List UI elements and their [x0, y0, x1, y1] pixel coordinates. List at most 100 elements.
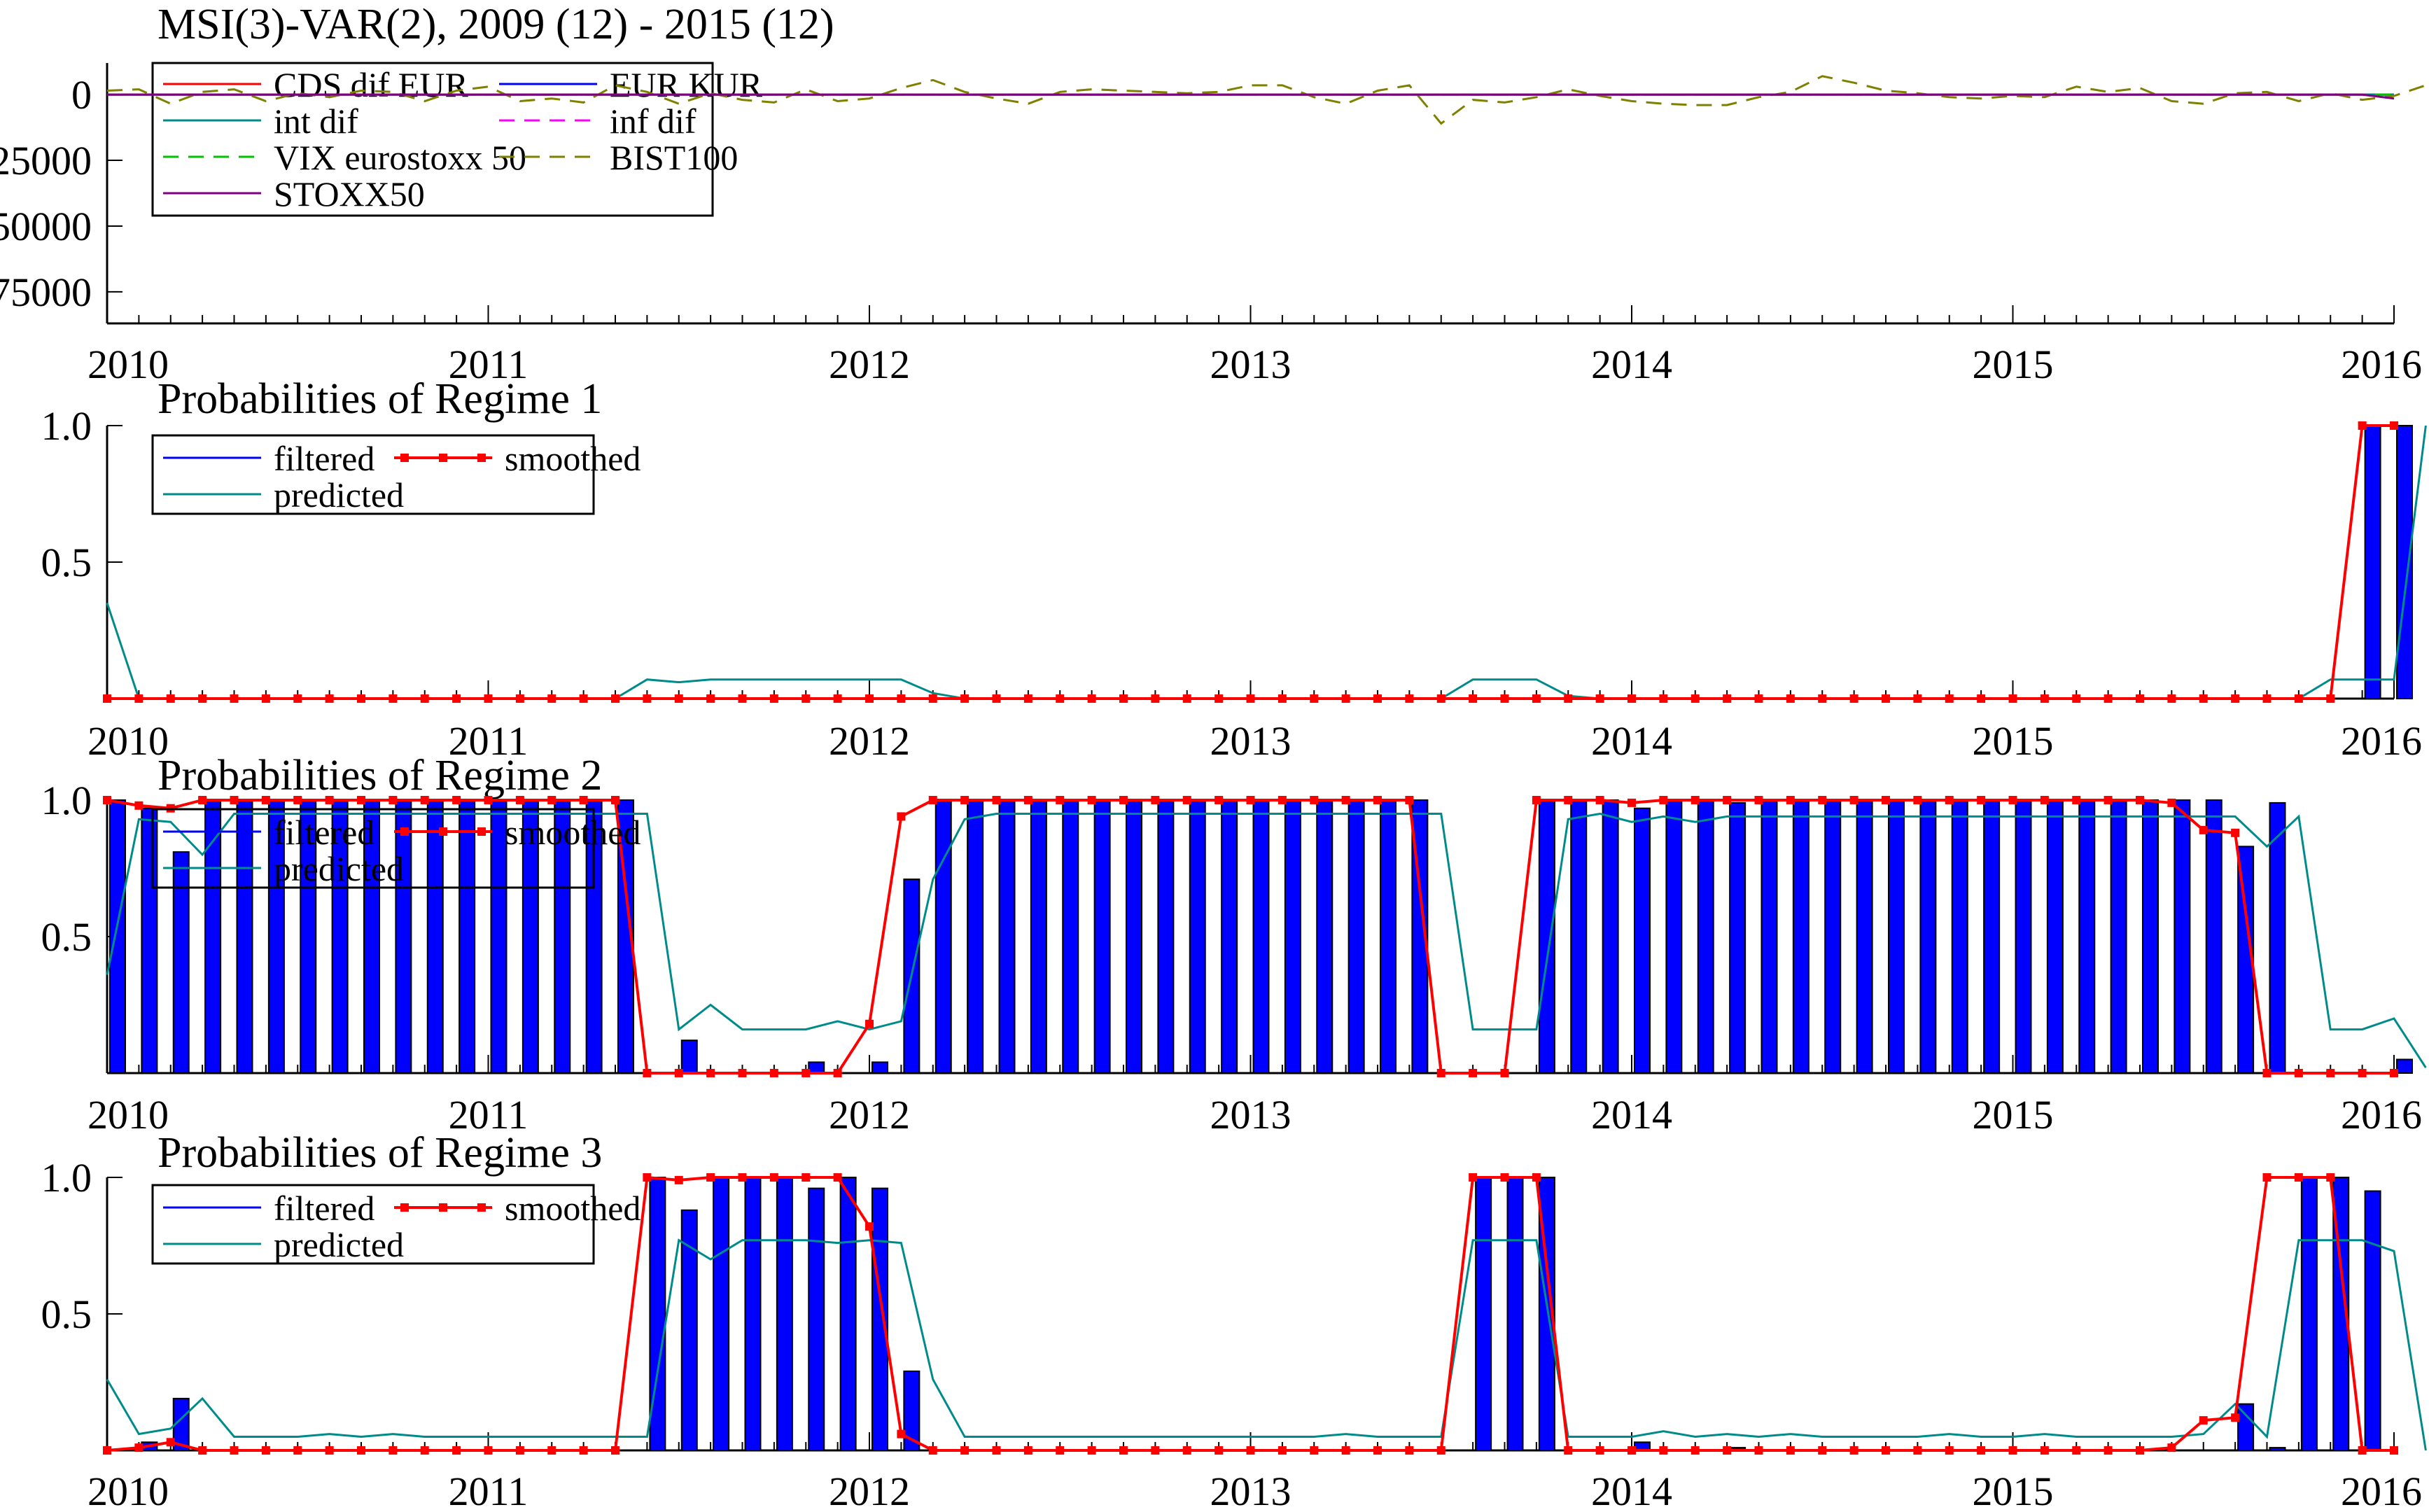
- filtered-bar: [713, 1177, 730, 1451]
- smoothed-marker: [706, 1069, 715, 1077]
- filtered-bar: [903, 1370, 920, 1452]
- filtered-bar: [1856, 799, 1873, 1074]
- smoothed-marker: [2104, 694, 2113, 703]
- filtered-bar: [2110, 799, 2127, 1074]
- smoothed-marker: [2199, 694, 2208, 703]
- smoothed-marker: [833, 1173, 842, 1182]
- smoothed-marker: [1977, 796, 1986, 804]
- smoothed-marker: [1977, 694, 1986, 703]
- x-tick-label: 2012: [829, 1092, 910, 1138]
- smoothed-marker: [2040, 796, 2049, 804]
- smoothed-marker: [1119, 694, 1128, 703]
- legend-label: predicted: [274, 475, 404, 514]
- smoothed-marker: [1690, 1446, 1700, 1455]
- smoothed-marker: [515, 796, 524, 804]
- smoothed-marker: [706, 694, 715, 703]
- panel-title: Probabilities of Regime 1: [158, 375, 602, 423]
- x-tick-label: 2014: [1591, 1469, 1672, 1512]
- smoothed-marker: [1246, 694, 1255, 703]
- filtered-bar: [1760, 799, 1778, 1074]
- smoothed-marker: [1882, 796, 1890, 804]
- smoothed-marker: [960, 694, 969, 703]
- filtered-bar: [2046, 799, 2064, 1074]
- smoothed-marker: [2008, 1446, 2017, 1455]
- smoothed-marker: [1628, 1446, 1636, 1455]
- smoothed-marker: [484, 796, 493, 804]
- smoothed-marker: [1532, 1173, 1541, 1182]
- smoothed-marker: [293, 694, 302, 703]
- smoothed-marker: [928, 1446, 937, 1455]
- smoothed-marker: [388, 694, 398, 703]
- smoothed-marker: [2040, 1446, 2049, 1455]
- smoothed-marker: [2167, 1443, 2176, 1452]
- smoothed-marker: [1214, 694, 1224, 703]
- filtered-bar: [1189, 799, 1206, 1074]
- filtered-bar: [1983, 799, 2001, 1074]
- smoothed-marker: [1913, 694, 1922, 703]
- legend-box: [151, 434, 595, 515]
- panel-title: MSI(3)-VAR(2), 2009 (12) - 2015 (12): [158, 1, 834, 48]
- smoothed-marker: [1405, 796, 1414, 804]
- filtered-bar: [1951, 799, 1968, 1074]
- smoothed-marker: [611, 1446, 620, 1455]
- smoothed-marker: [1913, 796, 1922, 804]
- smoothed-marker: [1056, 1446, 1065, 1455]
- smoothed-marker: [1849, 1446, 1858, 1455]
- smoothed-marker: [2390, 1069, 2398, 1077]
- smoothed-marker: [2390, 1446, 2398, 1455]
- smoothed-marker: [643, 1173, 652, 1182]
- panel-1: 2010 2011 2012 2013 2014 2015 2016 0 -25000 -5000…: [0, 1, 2429, 387]
- x-tick-label: 2013: [1210, 1469, 1292, 1512]
- filtered-bar: [2364, 425, 2381, 699]
- smoothed-marker: [1532, 796, 1541, 804]
- filtered-bar: [1506, 1177, 1524, 1451]
- panel-3: 2010 2011 2012 2013 2014 2015 2016 0.5 1.0 Probab…: [41, 752, 2427, 1138]
- y-tick-label: 1.0: [41, 403, 92, 449]
- smoothed-marker: [1469, 1069, 1478, 1077]
- smoothed-marker: [103, 694, 111, 703]
- panel-2: 2010 2011 2012 2013 2014 2015 2016 0.5 1.0 Probab…: [41, 375, 2427, 764]
- filtered-bar: [2142, 799, 2159, 1074]
- smoothed-marker: [2231, 828, 2240, 837]
- filtered-bar: [2269, 1447, 2286, 1452]
- smoothed-marker: [420, 796, 429, 804]
- smoothed-marker: [357, 694, 365, 703]
- filtered-bar: [2269, 802, 2286, 1074]
- smoothed-marker: [1595, 694, 1604, 703]
- smoothed-marker: [1628, 798, 1636, 807]
- filtered-bar: [1792, 799, 1809, 1074]
- smoothed-marker: [1754, 796, 1763, 804]
- x-tick-label: 2014: [1591, 718, 1672, 764]
- smoothed-marker: [2072, 1446, 2081, 1455]
- smoothed-marker: [1182, 694, 1191, 703]
- x-tick-label: 2016: [2341, 1092, 2422, 1138]
- smoothed-marker: [261, 694, 270, 703]
- filtered-bar: [998, 799, 1016, 1074]
- smoothed-marker: [1436, 1069, 1446, 1077]
- legend-box: [151, 62, 714, 217]
- smoothed-marker: [833, 694, 842, 703]
- series-line: [106, 75, 2429, 125]
- filtered-bar: [109, 799, 126, 1074]
- x-tick-label: 2014: [1591, 1092, 1672, 1138]
- smoothed-marker: [1595, 796, 1604, 804]
- smoothed-marker: [897, 812, 906, 821]
- smoothed-marker: [674, 1069, 683, 1077]
- predicted-line: [106, 1238, 2427, 1451]
- filtered-bar: [1824, 799, 1842, 1074]
- smoothed-marker: [1151, 694, 1160, 703]
- smoothed-marker: [2262, 1069, 2272, 1077]
- smoothed-marker: [802, 1173, 811, 1182]
- smoothed-marker: [865, 694, 874, 703]
- smoothed-marker: [1087, 1446, 1096, 1455]
- filtered-bar: [1030, 799, 1047, 1074]
- legend-marker: [400, 827, 409, 836]
- smoothed-marker: [484, 694, 493, 703]
- smoothed-marker: [769, 694, 778, 703]
- x-tick-label: 2016: [2341, 718, 2422, 764]
- legend-label: filtered: [274, 813, 374, 852]
- smoothed-marker: [2136, 1446, 2144, 1455]
- smoothed-marker: [738, 1069, 747, 1077]
- x-tick-label: 2010: [88, 1469, 169, 1512]
- smoothed-marker: [325, 796, 334, 804]
